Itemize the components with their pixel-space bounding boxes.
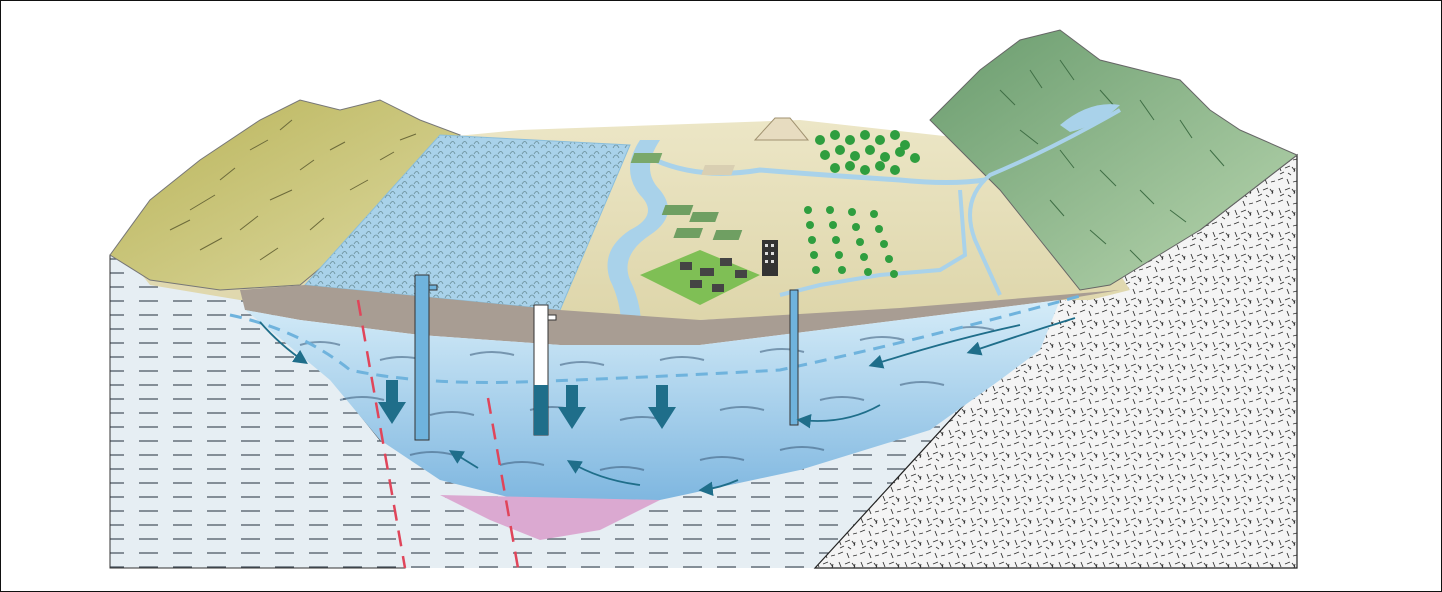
aquifer-texture: [299, 326, 995, 471]
small-fields: [630, 153, 743, 240]
soil-band: [240, 285, 1120, 345]
right-mountains-ridges: [999, 59, 1225, 263]
aquifer: [245, 300, 1060, 500]
orchard: [815, 130, 920, 175]
town: [640, 240, 778, 305]
left-hills: [109, 99, 461, 291]
left-hills-ridges: [169, 119, 417, 261]
fault-line: [486, 397, 520, 569]
pumping-well: [414, 274, 438, 441]
lake: [1060, 104, 1120, 132]
water-table: [229, 294, 1081, 384]
river: [607, 140, 668, 345]
fault-line: [356, 299, 407, 569]
canal: [779, 189, 968, 297]
recharge-arrows: [378, 380, 676, 429]
pumping-well: [789, 289, 799, 426]
pumping-well: [533, 304, 557, 436]
right-mountains: [929, 29, 1298, 291]
flow-arrows: [259, 317, 1076, 496]
mountain-stream: [968, 108, 1121, 296]
saline-zone: [440, 495, 660, 540]
mound: [753, 117, 810, 141]
tree-rows: [804, 206, 898, 278]
